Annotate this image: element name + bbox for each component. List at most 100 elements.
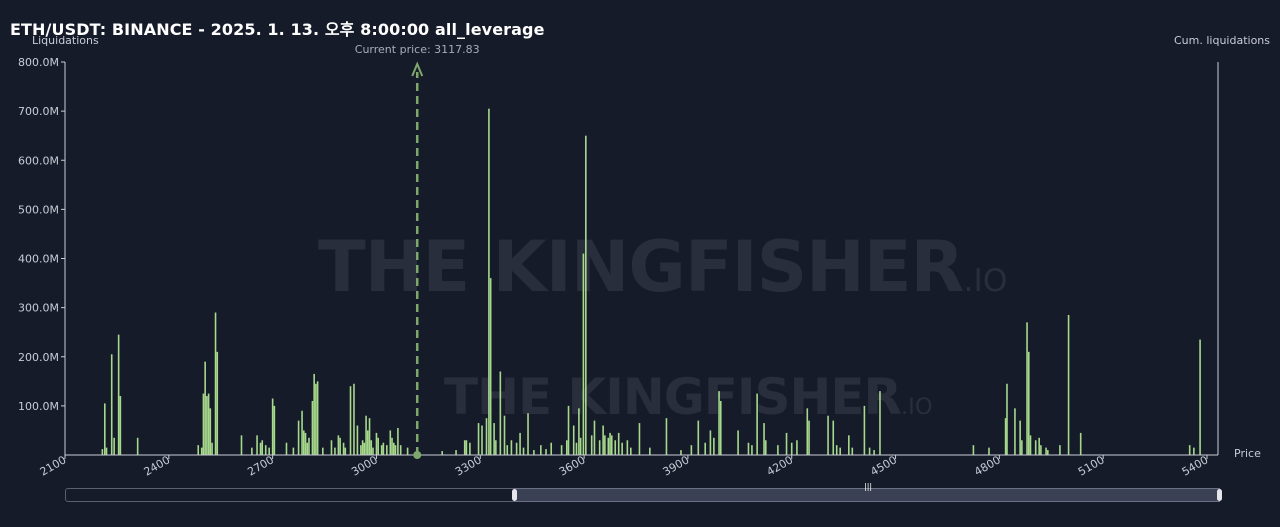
bar [136, 437, 139, 455]
y-tick-label: 200.0M [18, 351, 59, 364]
bar [337, 435, 340, 455]
bar [334, 447, 336, 455]
bar [737, 430, 739, 455]
zoom-grip-icon[interactable]: ||| [864, 482, 873, 491]
x-tick-label: 5400 [1180, 453, 1211, 478]
bar [392, 442, 395, 455]
bar [342, 442, 345, 455]
bar [202, 393, 205, 455]
bar [579, 437, 582, 455]
bar [832, 420, 835, 455]
bar [360, 445, 362, 455]
bar [268, 447, 270, 455]
x-tick-label: 2400 [142, 453, 173, 478]
bar [709, 430, 712, 455]
bar [697, 420, 700, 455]
watermark-suffix-small: .IO [901, 394, 933, 420]
bar [489, 278, 492, 455]
bar [506, 445, 509, 455]
bar [879, 391, 881, 455]
bar [718, 391, 720, 455]
bar [545, 449, 547, 455]
bar [204, 361, 206, 455]
bar [808, 420, 810, 455]
bar [363, 442, 366, 455]
bar [567, 405, 570, 455]
bar [304, 432, 307, 455]
bar [207, 393, 210, 455]
bar [582, 253, 585, 455]
x-tick-label: 3300 [453, 453, 484, 478]
bar [313, 373, 315, 455]
bar [649, 447, 651, 455]
zoom-right-handle[interactable] [1217, 489, 1222, 501]
bar [827, 415, 829, 455]
bar [848, 435, 850, 455]
bar [380, 445, 383, 455]
bar [372, 447, 374, 455]
bar [719, 400, 722, 455]
bar [477, 423, 480, 455]
bar [560, 445, 563, 455]
bar [680, 450, 682, 455]
x-tick-label: 4800 [972, 453, 1003, 478]
bar [1047, 450, 1049, 455]
bar [609, 432, 611, 455]
bar [391, 437, 393, 455]
current-price-arrow [411, 61, 424, 77]
watermark-brand-small: THE KINGFISHER [444, 368, 902, 426]
bar [386, 445, 388, 455]
bar [394, 445, 397, 455]
bar [607, 437, 610, 455]
bar [617, 432, 620, 455]
bar [493, 423, 495, 455]
x-tick-label: 3000 [349, 453, 380, 478]
bar [835, 445, 838, 455]
bar [1029, 435, 1032, 455]
bar [610, 435, 613, 455]
bar [550, 442, 553, 455]
bar [330, 440, 333, 455]
bar [485, 418, 488, 455]
bar [533, 450, 535, 455]
watermark-logo-small: THE KINGFISHER.IO [444, 368, 933, 426]
bar [306, 442, 309, 455]
current-price-label: Current price: 3117.83 [355, 43, 480, 56]
bar [259, 442, 262, 455]
bar [377, 437, 379, 455]
bar [540, 445, 542, 455]
zoom-left-handle[interactable] [512, 489, 517, 501]
bar [261, 440, 264, 455]
bar [1034, 440, 1037, 455]
bar [1193, 447, 1195, 455]
x-axis-label: Price [1234, 447, 1261, 460]
bar [469, 442, 471, 455]
bar [863, 405, 866, 455]
bar [593, 420, 596, 455]
bar [713, 437, 715, 455]
bar [214, 312, 217, 455]
bar [1059, 445, 1061, 455]
bar [1019, 420, 1021, 455]
bar [465, 440, 468, 455]
bar [572, 425, 575, 455]
current-price-dot [413, 451, 422, 459]
chart-title: ETH/USDT: BINANCE - 2025. 1. 13. 오후 8:00… [10, 20, 545, 39]
bar [365, 415, 367, 455]
x-tick-label: 4200 [764, 453, 795, 478]
bar [311, 400, 314, 455]
bar [273, 405, 276, 455]
x-tick-label: 3900 [661, 453, 692, 478]
bar [785, 432, 788, 455]
current-price-marker: Current price: 3117.83 [355, 43, 480, 459]
bar [626, 440, 629, 455]
bar [251, 447, 253, 455]
bar [441, 451, 444, 455]
bar [264, 445, 267, 455]
bar [339, 437, 341, 455]
bar [868, 447, 871, 455]
bar [344, 447, 347, 455]
bar [256, 435, 258, 455]
bar [763, 423, 765, 455]
